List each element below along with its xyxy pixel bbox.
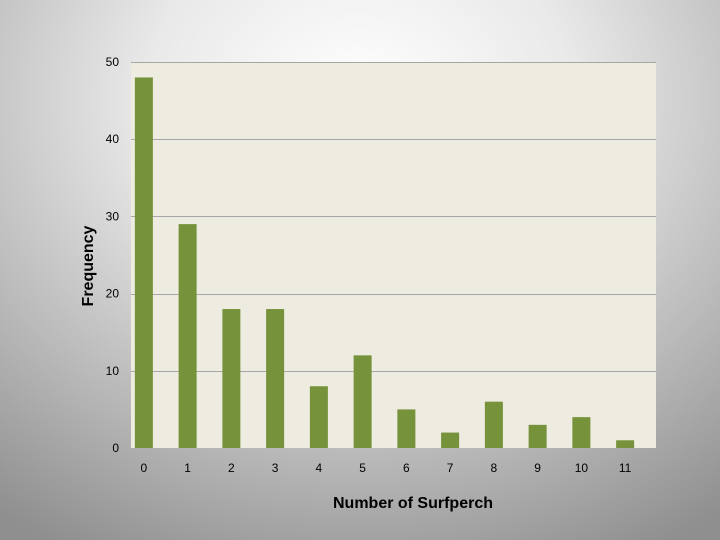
bar-4: [309, 386, 328, 448]
x-tick-label: 9: [534, 461, 541, 475]
x-tick-label: 4: [316, 461, 323, 475]
x-tick-label: 10: [575, 461, 589, 475]
bar-5: [353, 355, 372, 448]
bar-0: [134, 77, 153, 448]
bar-3: [266, 309, 285, 448]
bar-10: [572, 417, 591, 448]
x-tick-label: 7: [447, 461, 454, 475]
x-tick-label: 6: [403, 461, 410, 475]
bar-2: [222, 309, 241, 448]
bars: [134, 77, 635, 448]
x-tick-label: 11: [619, 461, 632, 475]
y-axis-title: Frequency: [80, 225, 97, 306]
x-tick-label: 3: [272, 461, 279, 475]
y-tick-label: 0: [112, 441, 119, 455]
y-tick-label: 40: [106, 132, 120, 146]
x-tick-label: 8: [491, 461, 498, 475]
x-tick-label: 0: [141, 461, 148, 475]
y-tick-label: 10: [106, 364, 120, 378]
bar-7: [441, 432, 460, 448]
x-tick-label: 2: [228, 461, 235, 475]
y-tick-label: 50: [106, 55, 120, 69]
bar-11: [616, 440, 635, 448]
x-axis-title: Number of Surfperch: [333, 495, 493, 512]
y-tick-label: 30: [106, 209, 120, 223]
bar-1: [178, 224, 197, 448]
x-axis-tick-labels: 0 1 2 3 4 5 6 7 8 9 10 11: [141, 461, 632, 475]
bar-6: [397, 409, 416, 448]
plot-area: [131, 62, 656, 448]
bar-8: [484, 401, 503, 448]
bar-9: [528, 424, 547, 448]
x-tick-label: 5: [359, 461, 366, 475]
x-tick-label: 1: [184, 461, 191, 475]
y-axis-tick-labels: 0 10 20 30 40 50: [106, 55, 120, 455]
gridlines: [131, 62, 656, 372]
y-tick-label: 20: [106, 287, 120, 301]
